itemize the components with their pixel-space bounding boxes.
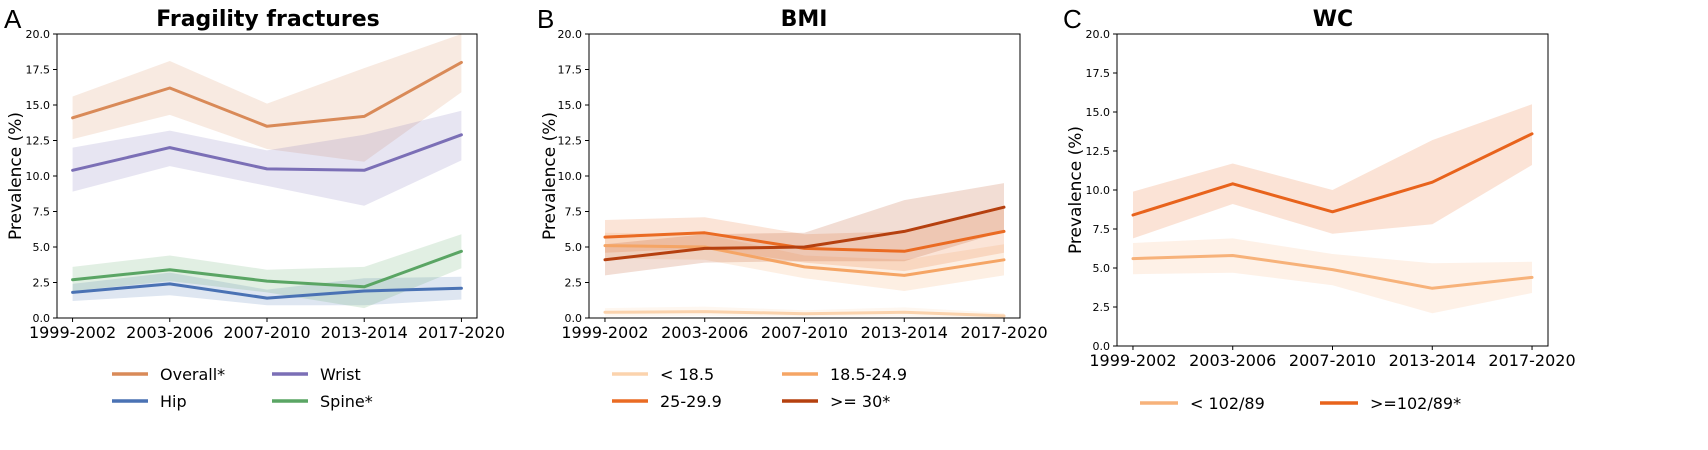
ci-band-0 xyxy=(72,34,462,162)
y-tick-label: 5.0 xyxy=(565,241,583,254)
legend-label: Overall* xyxy=(160,365,225,384)
legend-label: 25-29.9 xyxy=(660,392,722,411)
y-tick-label: 2.5 xyxy=(33,277,51,290)
x-tick-label: 2007-2010 xyxy=(761,323,848,342)
series-line-0 xyxy=(1131,254,1534,290)
y-tick-label: 17.5 xyxy=(26,64,51,77)
ci-band-1 xyxy=(72,110,462,206)
y-tick-label: 15.0 xyxy=(558,99,583,112)
y-tick-label: 7.5 xyxy=(565,206,583,219)
y-tick-label: 17.5 xyxy=(558,64,583,77)
panel-letter: B xyxy=(537,4,554,34)
y-tick-label: 0.0 xyxy=(33,312,51,325)
y-tick-label: 15.0 xyxy=(26,99,51,112)
y-tick-label: 10.0 xyxy=(1086,184,1111,197)
panel-c: C WC Prevalence (%) 0.0 2.5 5.0 7.5 10.0 12.5 15.… xyxy=(1063,4,1576,413)
ci-band-1 xyxy=(1133,104,1532,239)
panel-letter: A xyxy=(4,4,22,34)
y-tick-label: 12.5 xyxy=(26,135,51,148)
series-line-2 xyxy=(71,282,463,300)
y-tick-label: 0.0 xyxy=(565,312,583,325)
y-tick-label: 15.0 xyxy=(1086,106,1111,119)
y-axis-label: Prevalence (%) xyxy=(6,112,26,240)
y-tick-label: 0.0 xyxy=(1093,340,1111,353)
y-axis-label: Prevalence (%) xyxy=(1066,126,1086,254)
x-tick-label: 2013-2014 xyxy=(861,323,948,342)
legend-label: Wrist xyxy=(320,365,361,384)
x-tick-label: 2003-2006 xyxy=(661,323,748,342)
y-tick-label: 20.0 xyxy=(26,28,51,41)
y-tick-label: 20.0 xyxy=(1086,28,1111,41)
series-line-3 xyxy=(71,249,463,289)
x-tick-label: 2007-2010 xyxy=(223,323,310,342)
x-tick-label: 1999-2002 xyxy=(561,323,648,342)
series-line-0 xyxy=(71,60,463,128)
panel-a: A Fragility fractures Prevalence (%) 0.0 2.5… xyxy=(4,4,505,411)
y-tick-label: 12.5 xyxy=(1086,145,1111,158)
y-tick-label: 20.0 xyxy=(558,28,583,41)
y-tick-label: 10.0 xyxy=(26,170,51,183)
legend-label: < 18.5 xyxy=(660,365,714,384)
legend-label: Hip xyxy=(160,392,187,411)
y-tick-label: 7.5 xyxy=(1093,223,1111,236)
legend-label: Spine* xyxy=(320,392,373,411)
x-tick-label: 2007-2010 xyxy=(1289,351,1376,370)
y-tick-label: 5.0 xyxy=(33,241,51,254)
x-tick-label: 1999-2002 xyxy=(1089,351,1176,370)
series-line-3 xyxy=(603,205,1006,262)
y-axis-label: Prevalence (%) xyxy=(540,112,560,240)
panel-b: B BMI Prevalence (%) 0.0 2.5 5.0 7.5 10.0 12.5 15… xyxy=(537,4,1048,411)
chart-title: WC xyxy=(1313,7,1353,32)
series-line-1 xyxy=(71,133,463,172)
x-tick-label: 2013-2014 xyxy=(321,323,408,342)
legend-label: 18.5-24.9 xyxy=(830,365,907,384)
series-line-1 xyxy=(1131,132,1534,217)
x-tick-label: 2017-2020 xyxy=(1488,351,1575,370)
y-tick-label: 10.0 xyxy=(558,170,583,183)
y-tick-label: 5.0 xyxy=(1093,262,1111,275)
series-line-0 xyxy=(603,310,1006,318)
panel-letter: C xyxy=(1063,4,1082,34)
series-line-1 xyxy=(603,244,1006,277)
y-tick-label: 7.5 xyxy=(33,206,51,219)
chart-title: BMI xyxy=(781,7,828,32)
y-tick-label: 12.5 xyxy=(558,135,583,148)
x-tick-label: 2017-2020 xyxy=(960,323,1047,342)
ci-band-0 xyxy=(1133,238,1532,314)
y-tick-label: 17.5 xyxy=(1086,67,1111,80)
legend-label: >=102/89* xyxy=(1370,394,1461,413)
x-tick-label: 1999-2002 xyxy=(29,323,116,342)
x-tick-label: 2003-2006 xyxy=(126,323,213,342)
x-tick-label: 2017-2020 xyxy=(418,323,505,342)
ci-band-2 xyxy=(72,272,462,306)
ci-band-2 xyxy=(605,208,1004,272)
legend-label: >= 30* xyxy=(830,392,890,411)
x-tick-label: 2003-2006 xyxy=(1189,351,1276,370)
legend-label: < 102/89 xyxy=(1190,394,1265,413)
x-tick-label: 2013-2014 xyxy=(1389,351,1476,370)
chart-title: Fragility fractures xyxy=(156,7,380,32)
y-tick-label: 2.5 xyxy=(565,277,583,290)
y-tick-label: 2.5 xyxy=(1093,301,1111,314)
